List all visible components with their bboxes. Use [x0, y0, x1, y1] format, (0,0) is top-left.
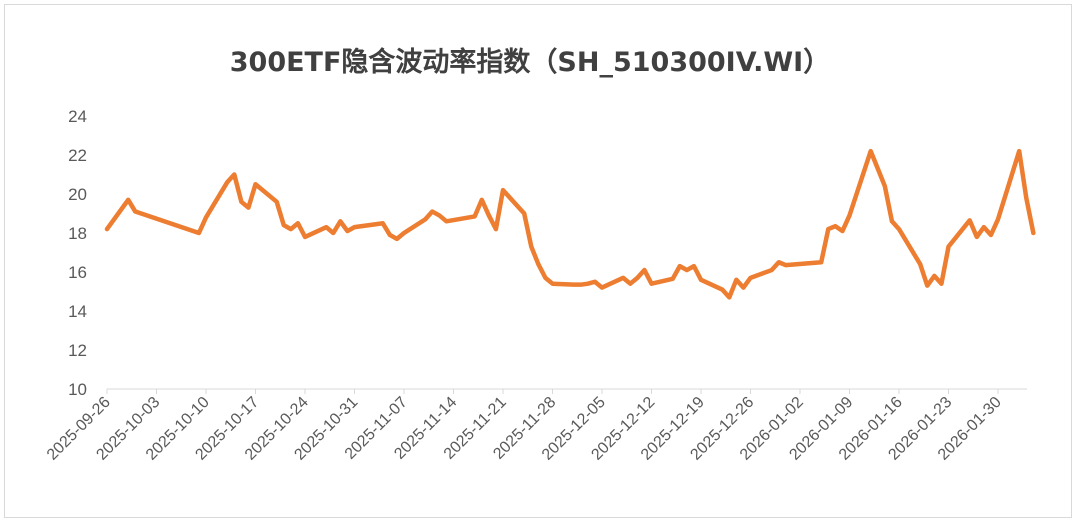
y-tick-label: 12: [68, 341, 87, 360]
y-tick-label: 18: [68, 224, 87, 243]
y-tick-label: 24: [68, 107, 87, 126]
y-tick-label: 10: [68, 380, 87, 399]
chart-title: 300ETF隐含波动率指数（SH_510300IV.WI）: [230, 46, 830, 78]
y-tick-label: 14: [68, 302, 87, 321]
y-tick-label: 20: [68, 185, 87, 204]
x-axis: 2025-09-262025-10-032025-10-102025-10-17…: [44, 388, 1027, 464]
y-axis: 10 12 14 16 18 20 22 24: [68, 107, 87, 399]
y-tick-label: 22: [68, 146, 87, 165]
plot-area: [104, 148, 1036, 300]
y-tick-label: 16: [68, 263, 87, 282]
series-line: [104, 148, 1036, 300]
